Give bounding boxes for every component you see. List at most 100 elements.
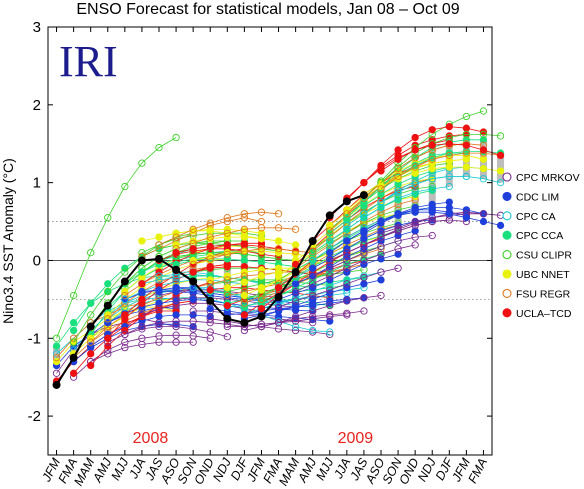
forecast-point (172, 338, 180, 346)
forecast-point (326, 256, 334, 265)
forecast-point (155, 319, 163, 327)
forecast-point (189, 295, 197, 304)
forecast-line (56, 137, 177, 339)
forecast-point (394, 237, 402, 245)
forecast-point (189, 225, 197, 233)
forecast-point (326, 229, 334, 237)
forecast-point (479, 107, 488, 115)
forecast-point (445, 210, 453, 218)
forecast-point (257, 235, 266, 243)
forecast-point (479, 146, 488, 154)
forecast-point (462, 172, 471, 181)
forecast-point (274, 325, 283, 333)
forecast-point (172, 331, 180, 339)
forecast-point (87, 299, 95, 307)
forecast-point (104, 280, 112, 288)
forecast-point (428, 155, 436, 163)
forecast-point (445, 149, 453, 157)
plume-ucla-tcd (360, 122, 488, 187)
forecast-plumes (52, 107, 505, 385)
forecast-point (326, 286, 334, 294)
forecast-point (104, 287, 112, 296)
forecast-point (189, 322, 197, 331)
forecast-point (240, 256, 249, 265)
forecast-point (240, 272, 249, 280)
forecast-point (257, 208, 266, 216)
forecast-point (155, 305, 163, 313)
forecast-point (462, 206, 471, 214)
forecast-point (326, 221, 334, 230)
forecast-point (155, 299, 163, 307)
observed-point (325, 211, 334, 220)
forecast-point (343, 256, 351, 265)
forecast-point (121, 311, 129, 319)
forecast-point (104, 342, 112, 350)
forecast-point (360, 260, 368, 268)
forecast-point (411, 180, 419, 188)
forecast-point (343, 206, 351, 214)
forecast-point (291, 280, 300, 288)
forecast-point (394, 146, 402, 154)
forecast-point (121, 291, 129, 300)
legend: CPC MRKOV CDC LIM CPC CA CPC CCA CSU CLIPR UB… (502, 172, 580, 320)
forecast-point (206, 305, 214, 313)
forecast-point (138, 268, 146, 276)
forecast-point (274, 249, 283, 257)
observed-point (206, 296, 215, 305)
forecast-point (138, 280, 146, 288)
forecast-point (206, 255, 214, 263)
forecast-point (189, 256, 197, 265)
forecast-point (360, 280, 368, 288)
forecast-point (104, 315, 112, 323)
forecast-point (343, 268, 351, 276)
forecast-point (172, 301, 180, 310)
forecast-point (360, 214, 368, 222)
forecast-point (257, 217, 266, 226)
forecast-point (411, 146, 419, 154)
forecast-point (377, 237, 385, 245)
forecast-point (394, 264, 402, 272)
forecast-point (206, 219, 214, 227)
forecast-point (291, 326, 300, 335)
y-tick-label: 1 (33, 175, 41, 192)
forecast-point (240, 291, 249, 300)
forecast-point (223, 301, 231, 310)
forecast-point (360, 178, 368, 187)
observed-point (120, 277, 129, 286)
forecast-point (240, 278, 249, 286)
forecast-point (309, 280, 317, 288)
forecast-point (104, 334, 112, 342)
forecast-point (104, 311, 112, 319)
forecast-point (428, 126, 436, 134)
forecast-point (206, 315, 214, 323)
forecast-point (291, 312, 300, 321)
forecast-point (104, 319, 112, 327)
forecast-point (496, 167, 505, 175)
forecast-point (274, 303, 283, 311)
forecast-point (394, 163, 402, 171)
forecast-point (411, 133, 419, 142)
forecast-point (138, 322, 146, 331)
plume-ubc-nnet (172, 233, 300, 249)
forecast-point (257, 305, 266, 313)
forecast-point (121, 295, 129, 304)
forecast-point (240, 303, 249, 311)
legend-marker (502, 230, 512, 240)
forecast-point (394, 211, 402, 219)
forecast-point (326, 249, 334, 257)
legend-label: CSU CLIPR (516, 250, 572, 262)
forecast-point (394, 155, 402, 163)
forecast-point (343, 297, 351, 305)
forecast-point (377, 229, 385, 237)
forecast-point (87, 249, 95, 257)
forecast-point (223, 217, 231, 226)
forecast-point (155, 276, 163, 284)
forecast-point (309, 272, 317, 280)
forecast-point (377, 233, 385, 241)
forecast-point (172, 133, 180, 142)
forecast-point (155, 312, 163, 321)
observed-point (172, 265, 181, 274)
forecast-point (360, 229, 368, 237)
forecast-point (189, 268, 197, 276)
